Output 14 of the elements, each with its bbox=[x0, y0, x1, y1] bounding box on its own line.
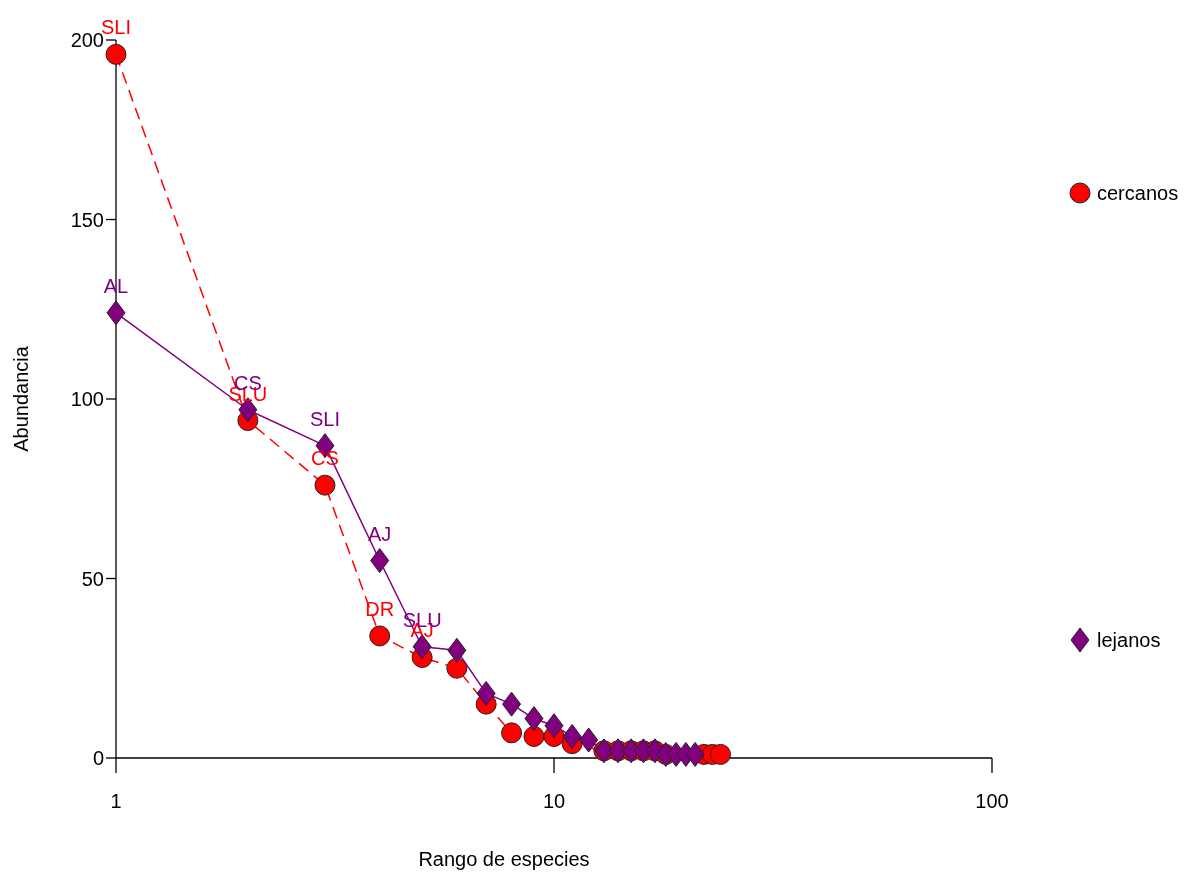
x-tick-label: 1 bbox=[110, 790, 122, 812]
annotation: DR bbox=[365, 597, 395, 620]
y-tick-label: 0 bbox=[92, 747, 104, 769]
y-tick-label: 50 bbox=[81, 567, 104, 590]
legend-label: lejanos bbox=[1097, 629, 1161, 651]
y-axis-title: Abundancia bbox=[10, 345, 32, 452]
y-tick-label: 150 bbox=[70, 208, 104, 231]
annotation: SLI bbox=[309, 407, 340, 430]
x-tick-label: 10 bbox=[542, 790, 566, 812]
annotation: AJ bbox=[368, 522, 392, 545]
y-tick-label: 100 bbox=[70, 388, 104, 410]
legend-label: cercanos bbox=[1097, 182, 1179, 204]
x-tick-label: 100 bbox=[975, 790, 1009, 812]
x-axis-title: Rango de especies bbox=[418, 848, 590, 870]
